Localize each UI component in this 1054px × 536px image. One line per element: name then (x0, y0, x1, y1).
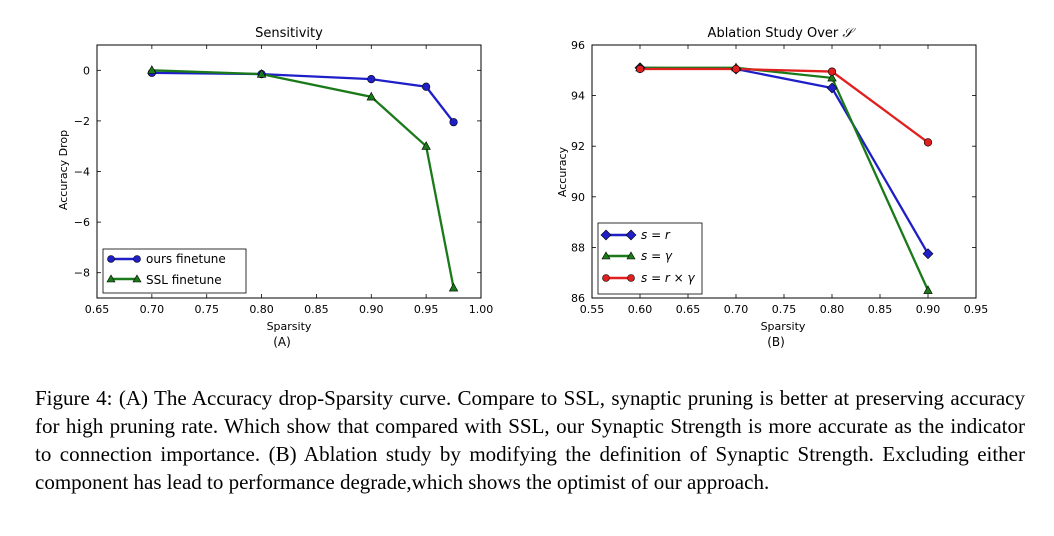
chart-a-xtick-label: 0.70 (140, 303, 165, 316)
chart-a-ytick-label: −4 (74, 166, 90, 179)
legend-b-gamma-marker-2 (626, 251, 636, 260)
legend-a-ssl-label: SSL finetune (146, 273, 222, 287)
chart-b-ytick-label: 94 (571, 90, 585, 103)
chart-a-series-1-point (147, 65, 157, 74)
chart-b-xtick-label: 0.70 (724, 303, 749, 316)
figure-caption: Figure 4: (A) The Accuracy drop-Sparsity… (35, 386, 1025, 494)
chart-b-title: Ablation Study Over 𝒮 (708, 26, 857, 41)
chart-a-ytick-label: 0 (83, 64, 90, 77)
chart-a-ylabel: Accuracy Drop (57, 130, 70, 210)
chart-a-xtick-label: 0.90 (359, 303, 384, 316)
legend-a-ours-marker-1 (107, 255, 115, 263)
chart-b-xlabel: Sparsity (761, 320, 806, 333)
chart-a-title: Sensitivity (255, 26, 323, 41)
chart-a: Sensitivity 0.65 0.70 0.75 0.80 0.85 0.90 0.95… (57, 26, 493, 349)
chart-a-xtick-label: 1.00 (469, 303, 494, 316)
chart-b-series-0-point (922, 248, 934, 260)
chart-a-xtick-label: 0.95 (414, 303, 439, 316)
legend-b-gamma-label: s = γ (641, 249, 673, 263)
chart-a-series-1-point (256, 68, 267, 78)
figure-4: Sensitivity 0.65 0.70 0.75 0.80 0.85 0.90 0.95… (57, 26, 988, 349)
legend-b-r-marker-2 (625, 229, 637, 241)
chart-a-xtick-label: 0.65 (85, 303, 110, 316)
chart-a-xtick-label: 0.80 (249, 303, 274, 316)
chart-b-xtick-label: 0.85 (868, 303, 893, 316)
chart-b-title-symbol: 𝒮 (842, 26, 856, 41)
chart-b-xtick-label: 0.55 (580, 303, 605, 316)
chart-a-series-1-point (448, 282, 459, 292)
legend-a-ours-label: ours finetune (146, 252, 226, 266)
chart-a-ytick-label: −8 (74, 267, 90, 280)
chart-b-series-2-point (923, 138, 933, 147)
chart-b-ytick-label: 86 (571, 292, 585, 305)
chart-b-series-1-point (827, 72, 837, 82)
chart-b-xtick-label: 0.65 (676, 303, 701, 316)
chart-b-ytick-label: 96 (571, 39, 585, 52)
chart-b-xtick-label: 0.60 (628, 303, 653, 316)
chart-a-legend-box (102, 248, 247, 294)
chart-b-series-1-line (640, 66, 930, 291)
chart-b-series-2-point (731, 64, 741, 74)
legend-b-r-label: s = r (641, 228, 671, 242)
chart-b-ytick-label: 90 (571, 191, 585, 204)
panel-a-label: (A) (273, 335, 291, 349)
chart-b-series-1-point (923, 285, 933, 294)
legend-b-rgamma-marker-1 (602, 274, 610, 282)
chart-a-series-0-point (449, 118, 458, 127)
legend-b-gamma-marker-1 (601, 251, 611, 260)
chart-a-series-0-point (422, 82, 431, 91)
chart-b-ytick-label: 92 (571, 140, 585, 153)
chart-b-xtick-label: 0.90 (916, 303, 941, 316)
chart-b-ylabel: Accuracy (556, 146, 569, 197)
chart-b-series-0-point (826, 82, 838, 94)
chart-a-ytick-label: −2 (74, 115, 90, 128)
chart-a-series-0-point (367, 75, 376, 84)
legend-b-r-marker-1 (600, 229, 612, 241)
legend-b-rgamma-marker-2 (627, 274, 635, 282)
chart-b-title-text: Ablation Study Over (708, 26, 839, 41)
chart-b-series-2-point (827, 67, 837, 76)
chart-b: Ablation Study Over 𝒮 0.55 0.60 0.65 0.70 0.… (556, 26, 988, 349)
chart-a-ytick-label: −6 (74, 216, 90, 229)
chart-b-xtick-label: 0.80 (820, 303, 845, 316)
chart-b-series-2-line (640, 67, 929, 144)
chart-b-xtick-label: 0.95 (964, 303, 989, 316)
legend-a-ours-marker-2 (133, 255, 141, 263)
chart-b-series-2-point (635, 64, 645, 74)
chart-a-series-1-point (421, 141, 431, 150)
chart-a-legend: ours finetune SSL finetune (102, 248, 247, 294)
chart-b-legend: s = r s = γ s = r × γ (597, 222, 703, 295)
chart-a-xtick-label: 0.85 (304, 303, 329, 316)
chart-b-ytick-label: 88 (571, 241, 585, 254)
chart-a-xtick-label: 0.75 (194, 303, 219, 316)
chart-a-series-1-point (366, 91, 376, 101)
chart-a-xlabel: Sparsity (267, 320, 312, 333)
legend-b-rgamma-label: s = r × γ (641, 271, 696, 285)
panel-b-label: (B) (767, 335, 785, 349)
legend-a-ssl-marker-2 (132, 274, 142, 283)
chart-b-xtick-label: 0.75 (772, 303, 797, 316)
legend-a-ssl-marker-1 (106, 274, 116, 283)
